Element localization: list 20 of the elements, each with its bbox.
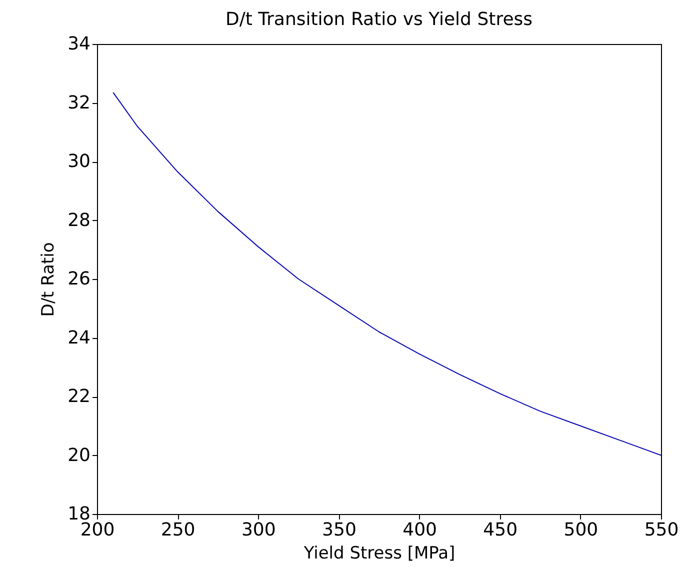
line-series	[112, 92, 661, 456]
y-tick-label: 26	[68, 268, 90, 290]
y-tick-label: 22	[68, 386, 90, 407]
chart-title: D/t Transition Ratio vs Yield Stress	[225, 9, 533, 30]
x-tick-label: 300	[241, 520, 276, 540]
y-tick-label: 20	[68, 444, 90, 466]
y-tick-label: 34	[68, 34, 90, 54]
y-tick-label: 30	[68, 151, 90, 172]
x-tick-label: 400	[402, 520, 437, 540]
y-tick-label: 24	[68, 327, 90, 348]
x-tick-label: 550	[644, 520, 679, 540]
x-tick-label: 200	[80, 520, 115, 540]
x-axis-title: Yield Stress [MPa]	[302, 544, 456, 564]
y-axis-title: D/t Ratio	[38, 242, 59, 317]
y-tick-label: 32	[68, 92, 90, 114]
x-tick-label: 450	[483, 520, 518, 540]
x-tick-label: 500	[564, 520, 598, 540]
x-tick-label: 350	[322, 520, 356, 540]
y-tick-label: 28	[68, 210, 90, 231]
x-tick-label: 250	[160, 520, 196, 540]
